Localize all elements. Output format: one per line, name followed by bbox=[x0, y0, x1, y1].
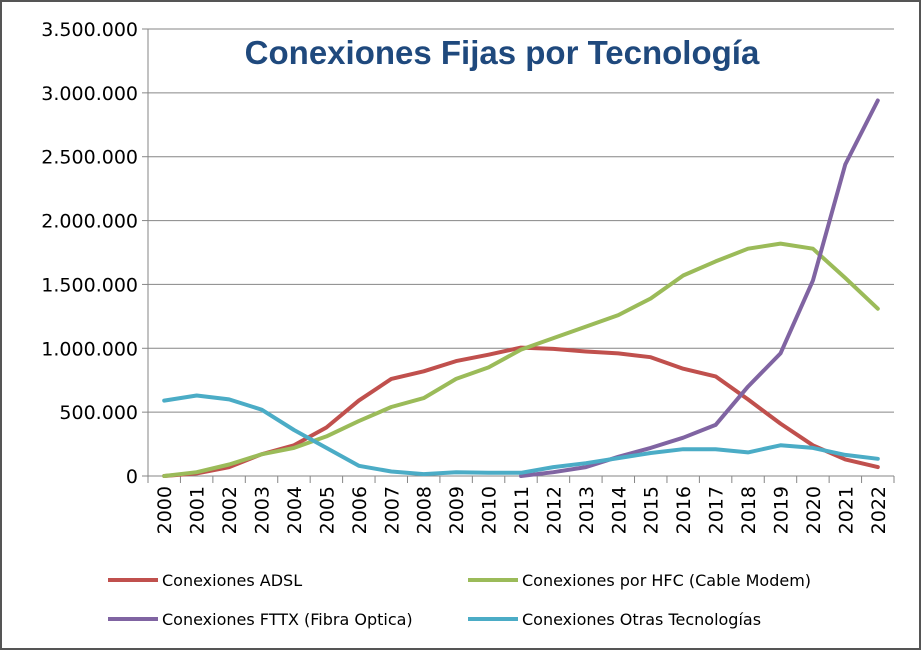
legend-item: Conexiones por HFC (Cable Modem) bbox=[468, 571, 811, 590]
y-tick-label: 0 bbox=[126, 466, 138, 488]
legend-item: Conexiones Otras Tecnologías bbox=[468, 610, 761, 629]
x-tick-label: 2011 bbox=[511, 486, 533, 534]
legend-label: Conexiones ADSL bbox=[162, 571, 302, 590]
legend-item: Conexiones ADSL bbox=[108, 571, 302, 590]
x-tick-label: 2008 bbox=[414, 486, 436, 534]
x-tick-label: 2020 bbox=[803, 486, 825, 534]
x-tick-label: 2005 bbox=[316, 486, 338, 534]
x-tick-label: 2002 bbox=[219, 486, 241, 534]
x-tick-label: 2007 bbox=[381, 486, 403, 534]
y-tick-label: 1.000.000 bbox=[41, 338, 138, 360]
x-tick-label: 2017 bbox=[706, 486, 728, 534]
x-tick-label: 2014 bbox=[608, 486, 630, 534]
x-tick-label: 2003 bbox=[252, 486, 274, 534]
legend-label: Conexiones por HFC (Cable Modem) bbox=[522, 571, 811, 590]
y-tick-label: 1.500.000 bbox=[41, 274, 138, 296]
x-tick-label: 2004 bbox=[284, 486, 306, 534]
x-tick-label: 2001 bbox=[187, 486, 209, 534]
x-tick-label: 2013 bbox=[576, 486, 598, 534]
series-lines bbox=[162, 98, 880, 478]
series-line-3 bbox=[162, 393, 880, 477]
y-tick-label: 3.500.000 bbox=[41, 19, 138, 41]
x-tick-label: 2021 bbox=[835, 486, 857, 534]
legend-label: Conexiones FTTX (Fibra Optica) bbox=[162, 610, 413, 629]
x-tick-label: 2016 bbox=[673, 486, 695, 534]
x-tick-label: 2018 bbox=[738, 486, 760, 534]
legend-item: Conexiones FTTX (Fibra Optica) bbox=[108, 610, 413, 629]
x-tick-label: 2022 bbox=[868, 486, 890, 534]
series-line-2 bbox=[519, 98, 880, 478]
x-tick-label: 2012 bbox=[543, 486, 565, 534]
series-line-1 bbox=[162, 241, 880, 478]
x-tick-label: 2000 bbox=[154, 486, 176, 534]
chart-title: Conexiones Fijas por Tecnología bbox=[245, 34, 760, 71]
x-tick-label: 2015 bbox=[641, 486, 663, 534]
x-tick-label: 2009 bbox=[446, 486, 468, 534]
legend-label: Conexiones Otras Tecnologías bbox=[522, 610, 761, 629]
legend: Conexiones ADSL Conexiones por HFC (Cable… bbox=[108, 571, 811, 629]
gridlines bbox=[148, 28, 894, 413]
y-tick-label: 3.000.000 bbox=[41, 83, 138, 105]
x-tick-label: 2019 bbox=[770, 486, 792, 534]
x-tick-label: 2006 bbox=[349, 486, 371, 534]
y-tick-label: 2.000.000 bbox=[41, 211, 138, 233]
x-tick-label: 2010 bbox=[479, 486, 501, 534]
axes: 0 500.000 1.000.000 1.500.000 2.000.000 2.500… bbox=[41, 19, 895, 534]
y-tick-label: 2.500.000 bbox=[41, 147, 138, 169]
y-tick-label: 500.000 bbox=[59, 402, 138, 424]
